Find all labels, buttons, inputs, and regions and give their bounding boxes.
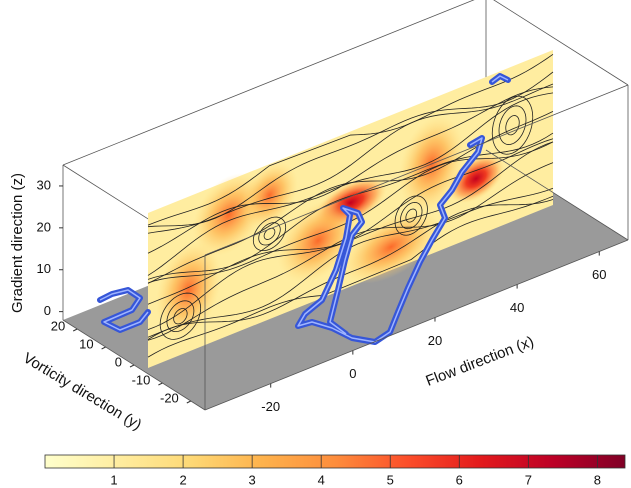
vortex-streamline (166, 300, 195, 333)
y-tick (129, 364, 135, 368)
z-tick-label: 20 (37, 219, 51, 234)
z-tick-label: 10 (37, 261, 51, 276)
slice-spot (241, 162, 298, 229)
tube-highlight (491, 75, 509, 83)
colorbar-tick-label: 8 (594, 472, 601, 487)
box-edge (204, 84, 629, 256)
vortex-streamline (405, 208, 418, 223)
vortex-streamline (491, 95, 534, 155)
x-tick-label: 40 (510, 300, 524, 315)
vortex-streamline (505, 115, 520, 136)
colorbar-tick-label: 6 (456, 472, 463, 487)
vortex-streamline (400, 202, 423, 230)
streamline (147, 83, 554, 234)
y-tick-label: -10 (132, 372, 151, 387)
y-tick-label: -20 (160, 390, 179, 405)
streamline (147, 132, 554, 280)
streamline (147, 71, 554, 228)
box-edge (62, 0, 475, 166)
streamline (147, 86, 554, 254)
y-tick (186, 400, 192, 404)
x-tick-label: 20 (428, 333, 442, 348)
box-edge (204, 239, 629, 411)
streamline (147, 92, 554, 276)
tube-highlight (99, 289, 149, 331)
streamline (147, 54, 554, 226)
colorbar-tick-label: 4 (318, 472, 325, 487)
z-tick-label: 30 (37, 177, 51, 192)
vortex-streamline (159, 292, 202, 340)
vortex-streamline (173, 308, 188, 325)
y-tick (158, 382, 163, 386)
box-edge (493, 0, 629, 86)
colorbar-tick-label: 3 (249, 472, 256, 487)
x-tick-label: 0 (349, 366, 356, 381)
vortex-streamline (252, 216, 287, 252)
z-axis-title: Gradient direction (z) (9, 173, 26, 313)
y-tick-label: 10 (79, 336, 93, 351)
vortex-streamline (498, 105, 527, 145)
z-tick-label: 0 (44, 303, 51, 318)
y-tick-label: 20 (51, 318, 65, 333)
y-tick (101, 346, 106, 350)
y-tick-label: 0 (115, 354, 122, 369)
y-axis-title: Vorticity direction (y) (20, 349, 145, 433)
colorbar-tick-label: 1 (110, 472, 117, 487)
colorbar-tick-label: 5 (387, 472, 394, 487)
x-tick-label: 60 (592, 267, 606, 282)
x-tick-label: -20 (261, 399, 280, 414)
colorbar-tick-label: 2 (179, 472, 186, 487)
colorbar-tick-label: 7 (525, 472, 532, 487)
vortex-streamline (394, 195, 428, 236)
vortex-streamline (258, 222, 281, 246)
tube-highlight (297, 137, 483, 343)
colorbar (44, 454, 626, 469)
streamline (147, 195, 554, 358)
box-edge (485, 149, 629, 241)
y-tick (72, 328, 78, 332)
